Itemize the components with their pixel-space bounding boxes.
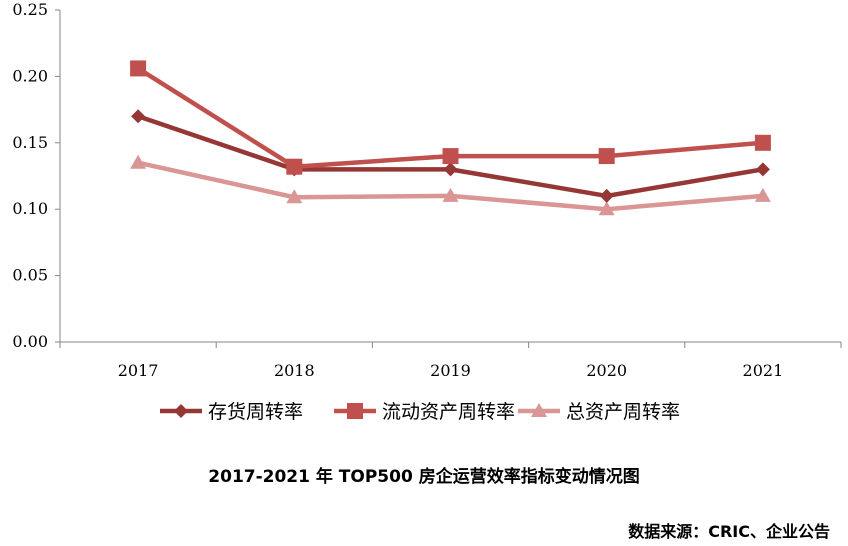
data-point-2: [130, 60, 147, 77]
y-tick-label: 0.20: [12, 66, 48, 85]
legend-label: 流动资产周转率: [382, 401, 515, 423]
x-tick-label: 2019: [430, 361, 471, 380]
data-point-2: [598, 148, 615, 165]
x-tick-label: 2017: [118, 361, 159, 380]
y-tick-label: 0.05: [12, 266, 48, 285]
y-tick-label: 0.25: [12, 0, 48, 19]
legend-marker-diamond: [174, 404, 188, 418]
legend-marker-square: [347, 403, 363, 419]
legend-label: 存货周转率: [208, 401, 303, 423]
data-source: 数据来源：CRIC、企业公告: [628, 522, 830, 541]
data-point-3: [442, 187, 459, 202]
x-tick-label: 2020: [586, 361, 627, 380]
x-tick-label: 2018: [274, 361, 315, 380]
data-point-2: [754, 134, 771, 151]
chart-title: 2017-2021 年 TOP500 房企运营效率指标变动情况图: [208, 467, 640, 487]
legend-label: 总资产周转率: [566, 401, 680, 423]
y-tick-label: 0.00: [12, 332, 48, 351]
data-point-1: [131, 109, 146, 124]
data-point-3: [286, 189, 303, 204]
data-point-3: [754, 187, 771, 202]
legend-marker-triangle: [531, 403, 547, 417]
y-tick-label: 0.15: [12, 133, 48, 152]
data-point-3: [130, 154, 147, 169]
y-tick-label: 0.10: [12, 199, 48, 218]
data-point-2: [442, 148, 459, 165]
x-tick-label: 2021: [743, 361, 784, 380]
data-point-2: [286, 158, 303, 175]
data-point-1: [599, 188, 614, 203]
data-point-1: [443, 162, 458, 177]
data-point-3: [598, 201, 615, 216]
data-point-1: [755, 162, 770, 177]
